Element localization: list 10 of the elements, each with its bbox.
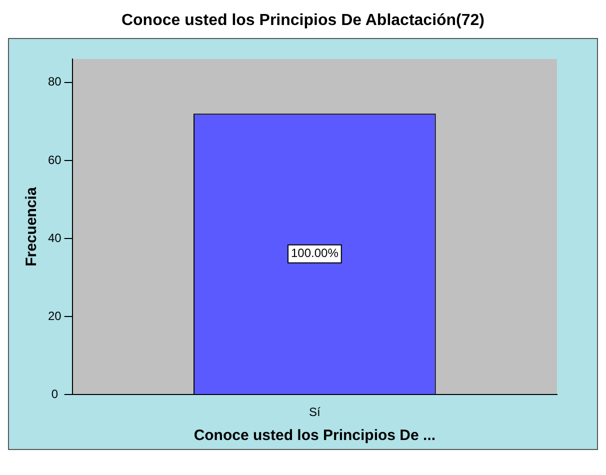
x-axis-title: Conoce usted los Principios De ...: [194, 427, 436, 444]
y-axis-title: Frecuencia: [23, 186, 40, 266]
y-tick-label: 20: [48, 308, 62, 323]
y-tick-label: 40: [48, 230, 62, 245]
annotation: 100.00%: [290, 246, 339, 260]
chart-title: Conoce usted los Principios De Ablactación(72): [120, 11, 486, 31]
y-tick-label: 60: [48, 152, 62, 167]
x-tick-label: Sí: [309, 405, 322, 420]
y-tick-label: 0: [51, 386, 58, 401]
y-tick-label: 80: [48, 74, 62, 89]
